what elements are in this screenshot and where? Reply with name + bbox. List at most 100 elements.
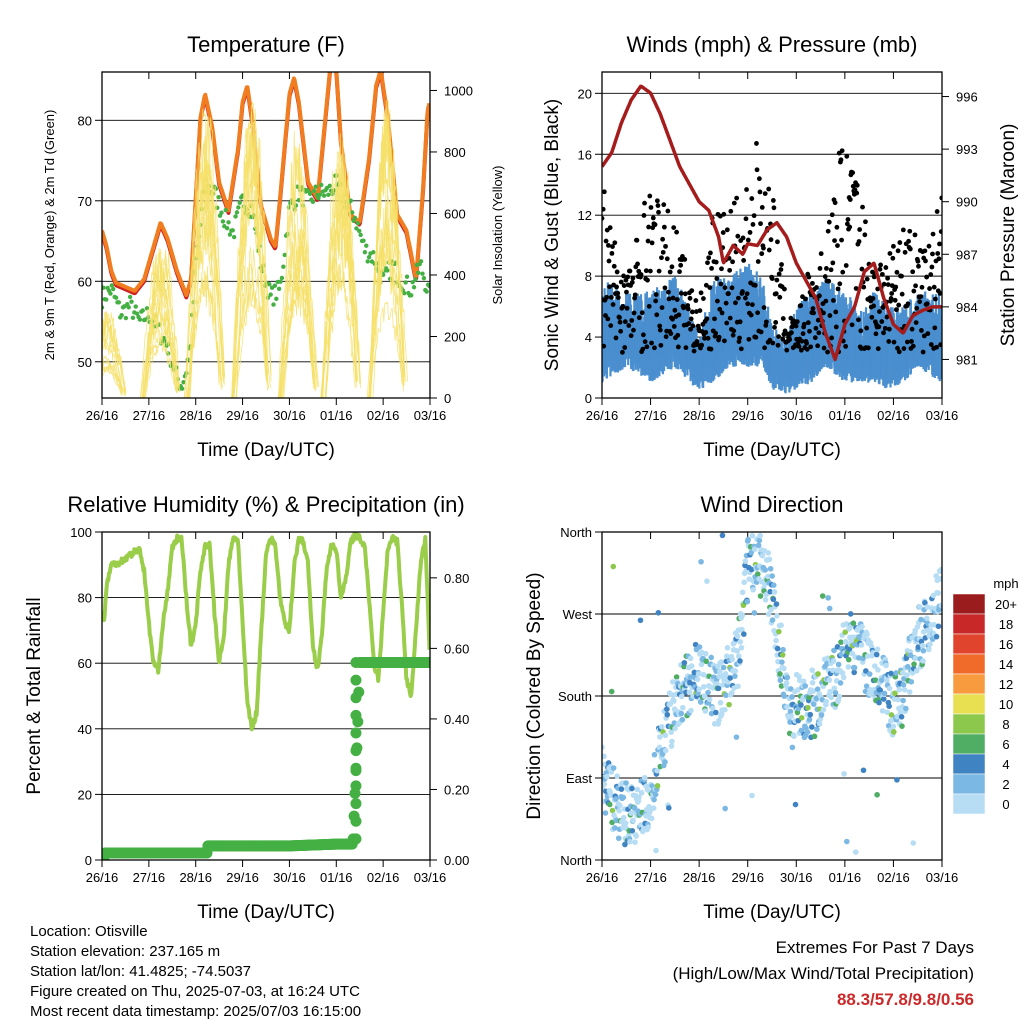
x-tick-label: 29/16: [731, 408, 764, 423]
direction-point: [669, 738, 675, 745]
gust-point: [837, 281, 843, 287]
gust-point: [886, 326, 892, 332]
direction-point: [634, 786, 641, 793]
gust-point: [751, 213, 757, 219]
direction-point: [706, 696, 713, 703]
gust-point: [755, 259, 761, 264]
direction-point: [757, 593, 764, 599]
legend-label: 18: [999, 617, 1013, 632]
direction-point: [881, 690, 888, 697]
x-tick-label: 29/16: [731, 870, 764, 885]
gust-point: [773, 291, 779, 297]
direction-point: [612, 825, 618, 831]
direction-point: [830, 658, 837, 664]
gust-point: [724, 227, 730, 233]
panel-temp: Temperature (F) Time (Day/UTC) 2m & 9m T (…: [42, 32, 505, 461]
gust-point: [658, 342, 664, 348]
gust-point: [900, 227, 906, 233]
direction-point: [735, 683, 741, 690]
direction-point: [802, 683, 809, 689]
gust-point: [878, 262, 884, 268]
gust-point: [822, 274, 828, 279]
gust-point: [828, 267, 834, 273]
gust-point: [835, 243, 840, 249]
direction-point: [938, 566, 942, 573]
direction-point: [884, 709, 891, 716]
dewpoint-point: [237, 200, 242, 205]
insolation-trace: [184, 209, 220, 398]
gust-point: [690, 323, 696, 329]
direction-point: [749, 792, 755, 799]
legend-swatch: [952, 593, 986, 615]
recent-timestamp-text: Most recent data timestamp: 2025/07/03 1…: [30, 1003, 362, 1020]
y-tick-label: 40: [78, 722, 92, 737]
gust-point: [910, 269, 916, 275]
y2-axis-label: Station Pressure (Maroon): [998, 124, 1019, 347]
gust-point: [737, 335, 742, 341]
gust-point: [703, 330, 709, 335]
gust-point: [754, 167, 760, 173]
direction-point: [688, 707, 694, 714]
gust-point: [756, 176, 762, 182]
gust-point: [629, 318, 635, 323]
dewpoint-point: [123, 315, 129, 321]
elevation-text: Station elevation: 237.165 m: [30, 943, 221, 960]
gust-point: [815, 317, 821, 323]
direction-point: [852, 849, 859, 855]
y-tick-label: 16: [578, 147, 592, 162]
insolation-trace: [368, 301, 404, 398]
legend-label: 6: [1002, 737, 1009, 752]
direction-point: [668, 743, 675, 749]
direction-point: [719, 532, 726, 539]
dewpoint-point: [119, 313, 124, 318]
direction-point: [874, 646, 881, 653]
gust-point: [798, 303, 804, 308]
x-tick-label: 26/16: [586, 408, 619, 423]
gust-point: [911, 288, 917, 294]
gust-point: [860, 204, 865, 210]
gust-point: [864, 276, 870, 282]
dewpoint-point: [134, 311, 140, 316]
gust-point: [909, 326, 915, 332]
dewpoint-point: [385, 268, 390, 273]
direction-point: [638, 790, 645, 796]
gust-point: [796, 344, 802, 349]
direction-point: [620, 814, 627, 821]
x-tick-label: 03/16: [414, 870, 447, 885]
direction-point: [773, 637, 779, 644]
gust-point: [891, 339, 897, 345]
dewpoint-point: [362, 250, 368, 255]
direction-point: [781, 693, 788, 699]
direction-point: [759, 552, 766, 559]
dewpoint-point: [421, 275, 427, 281]
gust-point: [845, 217, 851, 222]
gust-point: [703, 282, 709, 288]
gust-point: [636, 315, 642, 321]
gust-point: [901, 346, 907, 351]
direction-point: [708, 654, 714, 661]
panel-wind: Winds (mph) & Pressure (mb) Time (Day/UTC…: [542, 32, 1019, 461]
gust-point: [758, 221, 763, 227]
gust-point: [856, 239, 862, 244]
gust-point: [605, 316, 611, 322]
gust-point: [916, 263, 921, 269]
gust-point: [660, 249, 666, 255]
gust-point: [708, 346, 714, 352]
direction-point: [678, 693, 685, 700]
gust-point: [669, 264, 675, 270]
insolation-trace: [278, 228, 314, 398]
gust-point: [922, 248, 928, 254]
direction-point: [888, 670, 894, 677]
direction-point: [613, 796, 619, 802]
x-axis-label: Time (Day/UTC): [703, 440, 841, 461]
gust-point: [834, 224, 840, 230]
direction-point: [884, 677, 890, 684]
gust-point: [674, 297, 680, 302]
gust-point: [736, 339, 742, 344]
direction-point: [787, 708, 794, 715]
gust-point: [698, 290, 704, 296]
gust-point: [697, 308, 703, 313]
gust-point: [610, 244, 615, 249]
direction-point: [891, 729, 897, 735]
